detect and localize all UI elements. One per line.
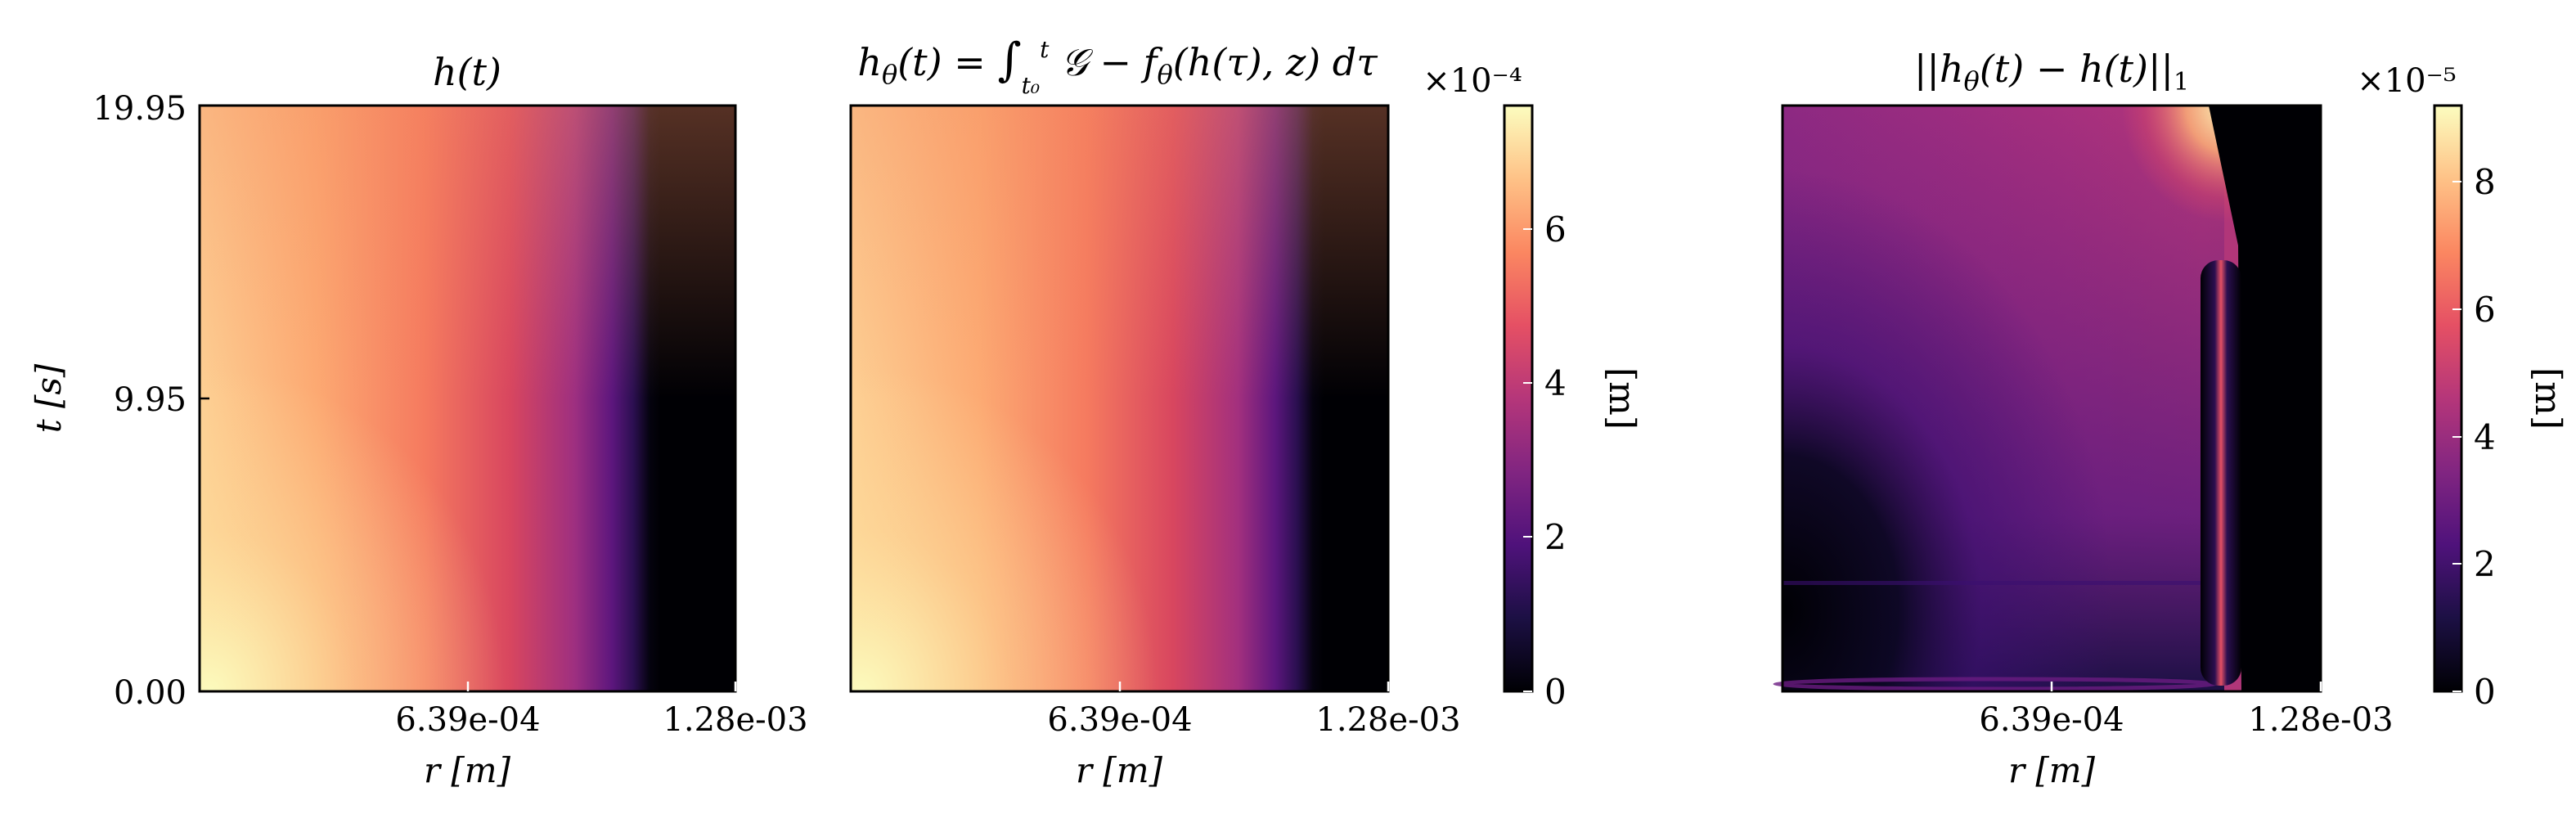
axes-1-title: h(t) <box>433 50 501 94</box>
axes-2-xtick-label-1: 1.28e-03 <box>1315 701 1460 739</box>
axes-2-title: hθ(t) = ∫t₀t 𝒢 − fθ(h(τ), z) dτ <box>857 34 1378 99</box>
colorbar-1-tick-label-2: 4 <box>1544 363 1567 403</box>
panel-1: h(t) 0.00 9.95 19.95 6.39e-04 1.28e-03 r… <box>29 50 808 790</box>
colorbar-2-tick-label-2: 4 <box>2474 417 2496 457</box>
colorbar-2-gradient <box>2433 104 2463 693</box>
heatmap-3-vertical-stripe <box>2201 260 2241 686</box>
axes-1-xtick-label-0: 6.39e-04 <box>395 701 540 739</box>
colorbar-2-exponent: ×10⁻⁵ <box>2357 62 2457 100</box>
colorbar-2-label: [m] <box>2527 367 2569 430</box>
colorbar-1-gradient <box>1503 104 1534 693</box>
heatmap-3-black-region <box>2209 106 2321 691</box>
colorbar-1-tick-label-1: 2 <box>1544 517 1567 557</box>
axes-2-xtick-label-0: 6.39e-04 <box>1047 701 1192 739</box>
axes-2-xlabel: r [m] <box>1076 750 1163 790</box>
colorbar-2-tick-label-4: 8 <box>2474 162 2496 202</box>
axes-1-ytick-label-1: 9.95 <box>114 381 187 419</box>
axes-3-xtick-label-0: 6.39e-04 <box>1979 701 2124 739</box>
axes-1-xlabel: r [m] <box>424 750 511 790</box>
axes-3-title: ||hθ(t) − h(t)||1 <box>1914 47 2189 97</box>
axes-1-ylabel: t [s] <box>29 363 69 433</box>
heatmap-1-top-shade <box>200 106 735 691</box>
axes-1-ytick-label-2: 19.95 <box>92 90 187 128</box>
panel-3: ||hθ(t) − h(t)||1 6.39e-04 1.28e-03 r [m… <box>1773 47 2394 790</box>
colorbar-1-exponent: ×10⁻⁴ <box>1423 62 1522 100</box>
colorbar-2-tick-label-3: 6 <box>2474 290 2496 330</box>
panel-2: hθ(t) = ∫t₀t 𝒢 − fθ(h(τ), z) dτ 6.39e-04… <box>849 34 1461 790</box>
axes-1-xtick-label-1: 1.28e-03 <box>663 701 807 739</box>
colorbar-2: 0 2 4 6 8 ×10⁻⁵ [m] <box>2357 62 2569 712</box>
heatmap-3-horizontal-streak <box>1783 581 2228 585</box>
colorbar-1-tick-label-0: 0 <box>1544 672 1567 712</box>
colorbar-2-tick-label-1: 2 <box>2474 544 2496 584</box>
axes-3-xlabel: r [m] <box>2008 750 2096 790</box>
axes-1-ytick-label-0: 0.00 <box>114 674 187 712</box>
colorbar-1: 0 2 4 6 ×10⁻⁴ [m] <box>1423 62 1643 712</box>
colorbar-2-tick-label-0: 0 <box>2474 672 2496 712</box>
heatmap-2-top-shade <box>851 106 1388 691</box>
colorbar-1-label: [m] <box>1601 367 1643 430</box>
colorbar-1-tick-label-3: 6 <box>1544 209 1567 250</box>
axes-3-xtick-label-1: 1.28e-03 <box>2248 701 2393 739</box>
